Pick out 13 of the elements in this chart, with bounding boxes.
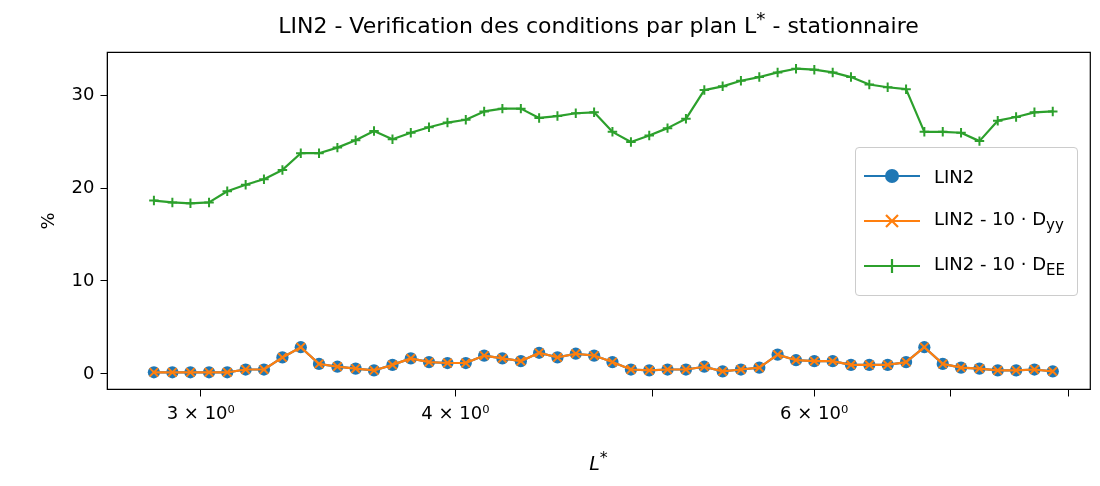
y-tick-label: 20 <box>71 176 95 198</box>
x-tick-label: 3 × 10⁰ <box>166 401 235 423</box>
legend-label: LIN2 <box>933 165 975 187</box>
chart-title: LIN2 - Verification des conditions par plan L$^{*}$ - stationnaire <box>277 8 920 39</box>
legend-label: LIN2 - 10 · D$_{EE}$ <box>933 253 1065 279</box>
y-tick-label: 0 <box>83 361 95 383</box>
y-axis-title: % <box>36 212 58 230</box>
legend-label: LIN2 - 10 · D$_{yy}$ <box>933 208 1064 234</box>
x-tick-label: 6 × 10⁰ <box>780 401 849 423</box>
y-tick-label: 30 <box>71 83 95 105</box>
x-tick-label: 4 × 10⁰ <box>421 401 490 423</box>
x-axis-title: L$^{*}$ <box>588 448 609 475</box>
y-tick-label: 10 <box>71 268 95 290</box>
